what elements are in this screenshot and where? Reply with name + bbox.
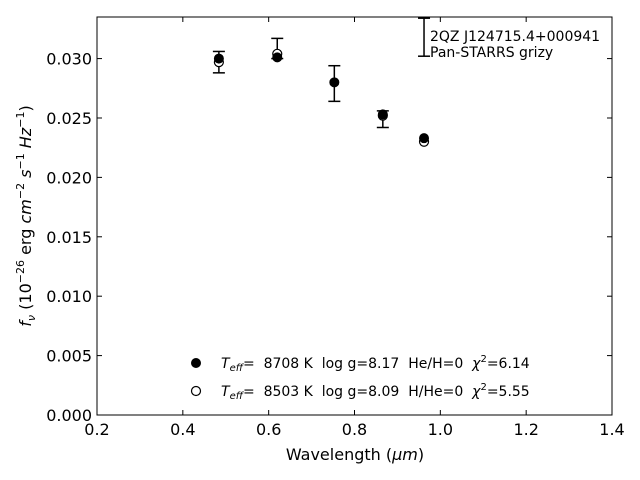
x-tick-label: 1.2 <box>513 420 538 439</box>
y-tick-label: 0.025 <box>46 109 92 128</box>
filled-marker <box>213 53 224 64</box>
y-tick-label: 0.015 <box>46 228 92 247</box>
y-tick-label: 0.020 <box>46 168 92 187</box>
x-axis-ticks: 0.2 0.4 0.6 0.8 1.0 1.2 1.4 <box>84 17 625 439</box>
y-axis-label: fν (10−26 erg cm−2 s−1 Hz−1) <box>14 105 38 326</box>
error-bars <box>212 17 431 129</box>
x-tick-label: 0.8 <box>342 420 367 439</box>
legend-marker-open <box>190 385 202 397</box>
filled-marker <box>377 109 388 120</box>
y-tick-label: 0.000 <box>46 406 92 425</box>
data-markers <box>213 48 430 147</box>
x-axis-label: Wavelength (μm) <box>286 445 424 464</box>
x-tick-label: 0.6 <box>256 420 281 439</box>
x-tick-label: 0.2 <box>84 420 109 439</box>
legend-entry-filled: Teff= 8708 K log g=8.17 He/H=0 χ2=6.14 <box>221 354 530 374</box>
y-axis-ticks: 0.000 0.005 0.010 0.015 0.020 0.025 0.030 <box>46 50 612 425</box>
legend-entry-open: Teff= 8503 K log g=8.09 H/He=0 χ2=5.55 <box>221 382 530 402</box>
legend-marker-filled <box>191 358 201 368</box>
x-tick-label: 1.0 <box>428 420 453 439</box>
annotation-survey: Pan-STARRS grizy <box>430 45 553 61</box>
x-tick-label: 1.4 <box>599 420 624 439</box>
x-tick-label: 0.4 <box>170 420 195 439</box>
filled-marker <box>419 133 430 144</box>
y-tick-label: 0.010 <box>46 287 92 306</box>
annotation-object: 2QZ J124715.4+000941 <box>430 29 600 45</box>
y-tick-label: 0.005 <box>46 347 92 366</box>
y-tick-label: 0.030 <box>46 50 92 69</box>
filled-marker <box>272 52 283 63</box>
legend: Teff= 8708 K log g=8.17 He/H=0 χ2=6.14 T… <box>190 354 530 402</box>
filled-marker <box>329 77 340 88</box>
